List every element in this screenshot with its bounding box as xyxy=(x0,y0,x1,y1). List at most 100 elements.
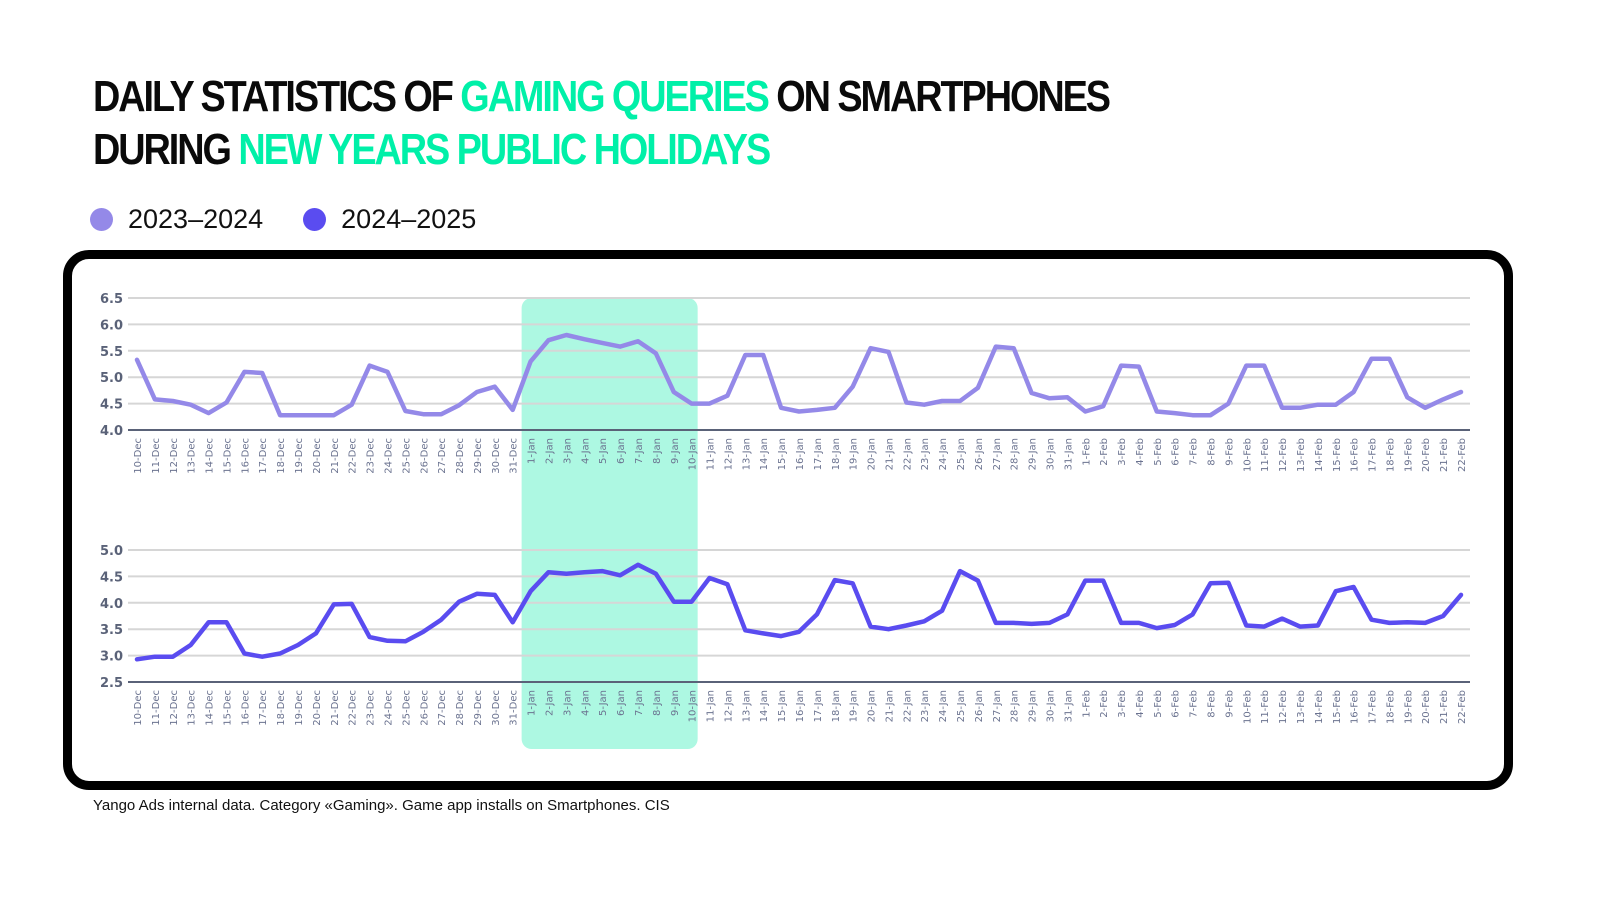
y-tick-label: 3.5 xyxy=(100,623,123,638)
x-tick-label: 7-Jan xyxy=(634,690,645,716)
x-tick-label: 16-Jan xyxy=(795,690,806,722)
x-tick-label: 15-Jan xyxy=(777,690,788,722)
x-tick-label: 5-Jan xyxy=(598,690,609,716)
x-tick-label: 19-Dec xyxy=(294,690,305,726)
x-tick-label: 29-Dec xyxy=(473,690,484,726)
x-tick-label: 20-Jan xyxy=(867,438,878,470)
x-tick-label: 18-Feb xyxy=(1385,690,1396,724)
x-tick-label: 22-Feb xyxy=(1457,438,1468,472)
x-tick-label: 30-Jan xyxy=(1045,690,1056,722)
x-tick-label: 2-Jan xyxy=(545,690,556,716)
x-tick-label: 12-Feb xyxy=(1278,438,1289,472)
x-tick-label: 12-Jan xyxy=(723,690,734,722)
x-tick-label: 24-Jan xyxy=(938,438,949,470)
x-tick-label: 29-Jan xyxy=(1028,438,1039,470)
y-tick-label: 3.0 xyxy=(100,650,123,665)
x-tick-label: 21-Jan xyxy=(884,690,895,722)
x-tick-label: 4-Feb xyxy=(1135,438,1146,466)
x-tick-label: 19-Feb xyxy=(1403,690,1414,724)
title-accent: New Years public holidays xyxy=(238,125,771,174)
x-tick-label: 29-Jan xyxy=(1028,690,1039,722)
x-tick-label: 17-Dec xyxy=(258,438,269,474)
x-tick-label: 26-Dec xyxy=(419,438,430,474)
x-tick-label: 3-Feb xyxy=(1117,438,1128,466)
x-tick-label: 18-Feb xyxy=(1385,438,1396,472)
legend-dot-icon xyxy=(90,208,113,231)
x-tick-label: 17-Jan xyxy=(813,438,824,470)
x-tick-label: 13-Jan xyxy=(741,690,752,722)
x-tick-label: 20-Dec xyxy=(312,438,323,474)
x-tick-label: 23-Dec xyxy=(366,438,377,474)
x-tick-label: 11-Jan xyxy=(706,438,717,470)
x-tick-label: 24-Jan xyxy=(938,690,949,722)
x-tick-label: 11-Jan xyxy=(706,690,717,722)
x-tick-label: 16-Dec xyxy=(240,690,251,726)
x-tick-label: 4-Jan xyxy=(580,690,591,716)
x-tick-label: 2-Jan xyxy=(545,438,556,464)
x-tick-label: 27-Dec xyxy=(437,438,448,474)
x-tick-label: 9-Feb xyxy=(1224,690,1235,718)
x-tick-label: 28-Jan xyxy=(1010,690,1021,722)
x-tick-label: 12-Dec xyxy=(169,438,180,474)
x-tick-label: 22-Dec xyxy=(348,438,359,474)
y-tick-label: 4.5 xyxy=(100,570,123,585)
x-tick-label: 14-Feb xyxy=(1314,690,1325,724)
x-tick-label: 21-Jan xyxy=(884,438,895,470)
x-tick-label: 26-Jan xyxy=(974,438,985,470)
x-tick-label: 5-Feb xyxy=(1153,438,1164,466)
legend-item-2023-2024: 2023–2024 xyxy=(90,204,263,235)
x-tick-label: 27-Jan xyxy=(992,438,1003,470)
y-tick-label: 4.5 xyxy=(100,398,123,413)
x-tick-label: 18-Jan xyxy=(831,438,842,470)
x-tick-label: 19-Jan xyxy=(849,690,860,722)
x-tick-label: 3-Jan xyxy=(562,438,573,464)
x-tick-label: 14-Feb xyxy=(1314,438,1325,472)
title-text: Daily statistics of xyxy=(93,72,461,121)
title-text: during xyxy=(93,125,239,174)
title-line-2: during New Years public holidays xyxy=(93,123,1109,176)
x-tick-label: 28-Dec xyxy=(455,690,466,726)
x-tick-label: 6-Jan xyxy=(616,438,627,464)
x-tick-label: 14-Jan xyxy=(759,438,770,470)
x-tick-label: 17-Feb xyxy=(1368,690,1379,724)
x-tick-label: 15-Jan xyxy=(777,438,788,470)
x-tick-label: 30-Dec xyxy=(491,690,502,726)
footnote: Yango Ads internal data. Category «Gamin… xyxy=(93,797,670,814)
y-tick-label: 5.5 xyxy=(100,345,123,360)
x-tick-label: 8-Feb xyxy=(1207,438,1218,466)
x-tick-label: 9-Jan xyxy=(670,438,681,464)
x-tick-label: 11-Dec xyxy=(151,438,162,474)
legend-dot-icon xyxy=(303,208,327,231)
legend-item-2024-2025: 2024–2025 xyxy=(303,204,476,235)
x-tick-label: 14-Dec xyxy=(205,690,216,726)
x-tick-label: 23-Dec xyxy=(366,690,377,726)
x-tick-label: 15-Feb xyxy=(1332,690,1343,724)
chart-card xyxy=(63,250,1513,790)
x-tick-label: 3-Jan xyxy=(562,690,573,716)
y-tick-label: 4.0 xyxy=(100,597,123,612)
x-tick-label: 21-Dec xyxy=(330,438,341,474)
x-tick-label: 30-Dec xyxy=(491,438,502,474)
x-tick-label: 18-Dec xyxy=(276,690,287,726)
x-tick-label: 10-Feb xyxy=(1242,690,1253,724)
x-tick-label: 9-Jan xyxy=(670,690,681,716)
x-tick-label: 10-Jan xyxy=(688,690,699,722)
x-tick-label: 31-Dec xyxy=(509,438,520,474)
x-tick-label: 27-Dec xyxy=(437,690,448,726)
x-tick-label: 25-Jan xyxy=(956,690,967,722)
title-line-1: Daily statistics of gaming queries on sm… xyxy=(93,70,1111,123)
title-text: on smartphones xyxy=(767,72,1111,121)
x-tick-label: 10-Jan xyxy=(688,438,699,470)
x-tick-label: 10-Dec xyxy=(133,690,144,726)
x-tick-label: 28-Jan xyxy=(1010,438,1021,470)
x-tick-label: 13-Feb xyxy=(1296,438,1307,472)
line-chart-2: 2.5 3.0 3.5 4.0 4.5 5.0 10-Dec 11-Dec 12-Dec 13-D… xyxy=(100,544,1470,726)
x-tick-label: 17-Dec xyxy=(258,690,269,726)
x-tick-label: 13-Dec xyxy=(187,690,198,726)
chart-legend: 2023–2024 2024–2025 xyxy=(90,204,516,235)
x-tick-label: 20-Jan xyxy=(867,690,878,722)
x-tick-label: 23-Jan xyxy=(920,690,931,722)
x-tick-label: 18-Dec xyxy=(276,438,287,474)
x-tick-label: 21-Feb xyxy=(1439,438,1450,472)
series-line-2023-2024 xyxy=(134,332,1464,418)
